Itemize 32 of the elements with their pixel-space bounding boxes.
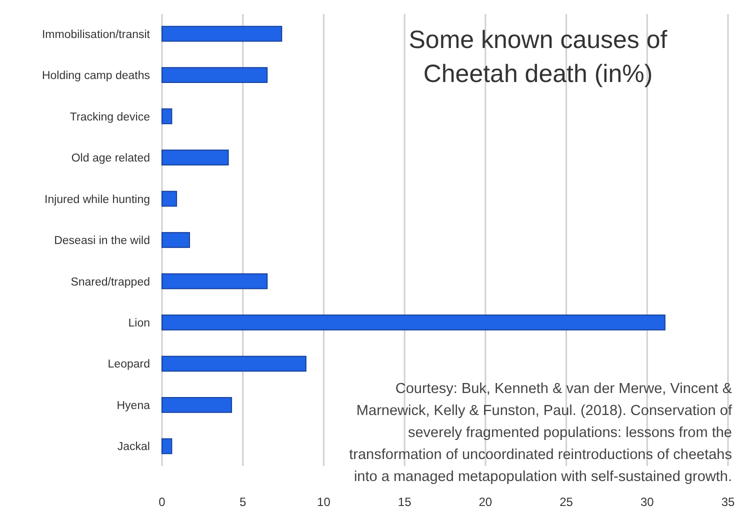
bar — [162, 67, 268, 83]
y-tick-label: Injured while hunting — [44, 194, 150, 206]
y-tick-label: Holding camp deaths — [42, 70, 150, 82]
y-tick-label: Old age related — [71, 152, 150, 165]
x-tick-label: 35 — [721, 495, 735, 509]
y-tick-label: Immobilisation/transit — [42, 28, 151, 41]
text: Some known causes of Cheetah death (in%) — [408, 26, 668, 88]
annotation: Courtesy: Buk, Kenneth & van der Merwe, Vincent & Marnewick, Kelly & Funston, Paul. (2018). Conservation of severely fragmented populations: lessons from the transformation of uncoordinated reintroductions of cheetahs into a managed metapopulation with self-sustained growth. — [349, 381, 733, 485]
y-tick-label: Deseasi in the wild — [54, 235, 150, 248]
x-tick-label: 15 — [398, 495, 412, 509]
y-tick-label: Lion — [128, 318, 150, 330]
y-tick-label: Hyena — [116, 400, 151, 412]
y-tick-label: Tracking device — [70, 111, 150, 124]
x-tick-label: 25 — [560, 495, 574, 509]
y-tick-label: Jackal — [117, 441, 150, 454]
bar — [162, 397, 232, 413]
bar — [162, 108, 172, 124]
bar — [162, 356, 306, 372]
bar — [162, 438, 172, 454]
bar — [162, 150, 229, 166]
bar — [162, 314, 666, 330]
bar — [162, 273, 268, 290]
y-tick-label: Leopard — [108, 358, 150, 371]
x-tick-label: 20 — [478, 495, 492, 509]
bar — [162, 26, 282, 42]
bar — [162, 190, 178, 207]
x-tick-label: 30 — [640, 495, 654, 509]
x-tick-label: 5 — [240, 495, 247, 509]
bar — [162, 232, 190, 248]
x-tick-label: 10 — [317, 495, 331, 509]
y-tick-label: Snared/trapped — [70, 276, 150, 288]
x-tick-label: 0 — [158, 495, 166, 509]
